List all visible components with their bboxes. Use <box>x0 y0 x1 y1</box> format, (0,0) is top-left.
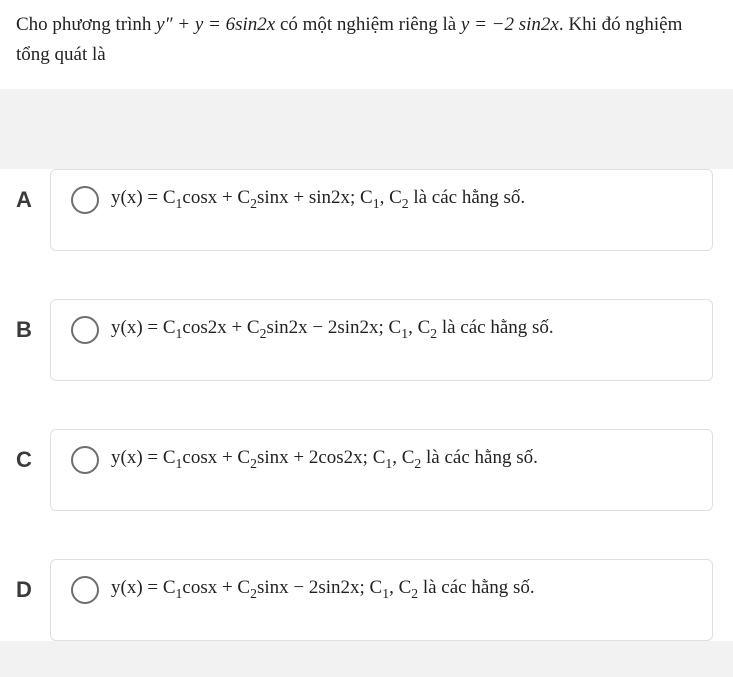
choice-letter-d: D <box>16 559 50 603</box>
answer-a-p0: y(x) = C <box>111 187 176 208</box>
answer-a-p2: sinx + sin2x; C <box>257 187 373 208</box>
choice-card-d[interactable]: y(x) = C1cosx + C2sinx − 2sin2x; C1, C2 … <box>50 559 713 641</box>
answer-b-p3: , C <box>408 317 430 338</box>
choice-row-a: A y(x) = C1cosx + C2sinx + sin2x; C1, C2… <box>0 169 733 251</box>
sub-2: 2 <box>250 196 257 211</box>
choice-card-c[interactable]: y(x) = C1cosx + C2sinx + 2cos2x; C1, C2 … <box>50 429 713 511</box>
sub-2: 2 <box>250 586 257 601</box>
radio-wrap-a <box>59 182 111 214</box>
question-prefix: Cho phương trình <box>16 14 156 35</box>
choice-letter-a: A <box>16 169 50 213</box>
answer-c-p1: cosx + C <box>182 447 250 468</box>
answer-b-suffix: là các hằng số. <box>437 317 554 338</box>
answer-text-c: y(x) = C1cosx + C2sinx + 2cos2x; C1, C2 … <box>111 442 702 474</box>
answer-b-p0: y(x) = C <box>111 317 176 338</box>
question-mid: có một nghiệm riêng là <box>275 14 461 35</box>
choice-row-b: B y(x) = C1cos2x + C2sin2x − 2sin2x; C1,… <box>0 299 733 381</box>
answer-text-b: y(x) = C1cos2x + C2sin2x − 2sin2x; C1, C… <box>111 312 702 344</box>
radio-icon[interactable] <box>71 186 99 214</box>
choice-card-a[interactable]: y(x) = C1cosx + C2sinx + sin2x; C1, C2 l… <box>50 169 713 251</box>
answer-b-p1: cos2x + C <box>182 317 259 338</box>
question-box: Cho phương trình y″ + y = 6sin2x có một … <box>0 0 733 89</box>
choices-area: A y(x) = C1cosx + C2sinx + sin2x; C1, C2… <box>0 169 733 641</box>
radio-icon[interactable] <box>71 446 99 474</box>
answer-d-p2: sinx − 2sin2x; C <box>257 577 382 598</box>
answer-c-suffix: là các hằng số. <box>421 447 538 468</box>
answer-text-a: y(x) = C1cosx + C2sinx + sin2x; C1, C2 l… <box>111 182 702 214</box>
answer-d-suffix: là các hằng số. <box>418 577 535 598</box>
answer-a-p1: cosx + C <box>182 187 250 208</box>
question-eq-left: y″ + y = 6sin2x <box>156 14 275 35</box>
radio-icon[interactable] <box>71 316 99 344</box>
answer-d-p0: y(x) = C <box>111 577 176 598</box>
answer-c-p2: sinx + 2cos2x; C <box>257 447 385 468</box>
page: Cho phương trình y″ + y = 6sin2x có một … <box>0 0 733 677</box>
answer-text-d: y(x) = C1cosx + C2sinx − 2sin2x; C1, C2 … <box>111 572 702 604</box>
answer-d-p3: , C <box>389 577 411 598</box>
sub-1: 1 <box>373 196 380 211</box>
radio-wrap-d <box>59 572 111 604</box>
answer-a-p3: , C <box>380 187 402 208</box>
answer-d-p1: cosx + C <box>182 577 250 598</box>
sub-2: 2 <box>250 456 257 471</box>
choice-row-d: D y(x) = C1cosx + C2sinx − 2sin2x; C1, C… <box>0 559 733 641</box>
radio-wrap-b <box>59 312 111 344</box>
answer-b-p2: sin2x − 2sin2x; C <box>266 317 401 338</box>
answer-c-p3: , C <box>392 447 414 468</box>
choice-card-b[interactable]: y(x) = C1cos2x + C2sin2x − 2sin2x; C1, C… <box>50 299 713 381</box>
answer-c-p0: y(x) = C <box>111 447 176 468</box>
sub-2: 2 <box>402 196 409 211</box>
radio-icon[interactable] <box>71 576 99 604</box>
question-eq-right: y = −2 sin2x <box>461 14 559 35</box>
choice-letter-b: B <box>16 299 50 343</box>
choice-letter-c: C <box>16 429 50 473</box>
choice-row-c: C y(x) = C1cosx + C2sinx + 2cos2x; C1, C… <box>0 429 733 511</box>
radio-wrap-c <box>59 442 111 474</box>
answer-a-suffix: là các hằng số. <box>409 187 526 208</box>
